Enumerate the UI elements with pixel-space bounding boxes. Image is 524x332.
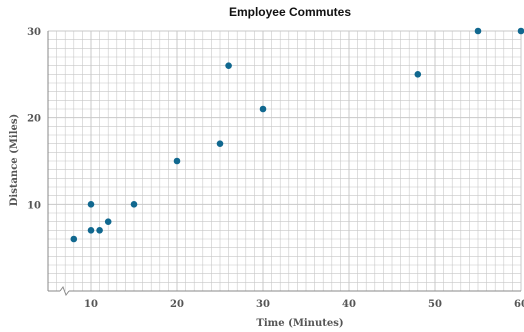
- x-tick-label: 30: [256, 299, 270, 310]
- y-axis-title: Distance (Miles): [9, 114, 20, 207]
- data-point: [87, 201, 95, 208]
- axes: [47, 31, 521, 297]
- data-point: [70, 235, 78, 243]
- x-axis-title: Time (Minutes): [256, 318, 343, 329]
- x-axis-break: [59, 285, 70, 297]
- data-point: [517, 27, 524, 35]
- data-points: [70, 27, 524, 243]
- data-point: [87, 227, 95, 234]
- data-point: [225, 62, 232, 69]
- y-tick-label: 20: [27, 114, 41, 125]
- x-tick-label: 10: [84, 299, 98, 310]
- x-tick-label: 40: [342, 299, 356, 310]
- x-tick-label: 60: [514, 299, 524, 310]
- chart-title: Employee Commutes: [229, 5, 351, 19]
- data-point: [173, 157, 181, 165]
- y-tick-labels: 10 20 30: [27, 27, 41, 211]
- x-tick-label: 20: [170, 299, 184, 310]
- data-point: [96, 227, 103, 234]
- y-tick-label: 10: [27, 200, 41, 211]
- x-tick-labels: 10 20 30 40 50 60: [84, 299, 524, 310]
- data-point: [104, 218, 112, 225]
- grid: [47, 30, 522, 291]
- data-point: [474, 27, 482, 35]
- data-point: [216, 140, 224, 147]
- x-tick-label: 50: [428, 299, 442, 310]
- data-point: [130, 201, 138, 208]
- y-tick-label: 30: [27, 27, 41, 38]
- data-point: [259, 105, 267, 113]
- data-point: [414, 71, 422, 78]
